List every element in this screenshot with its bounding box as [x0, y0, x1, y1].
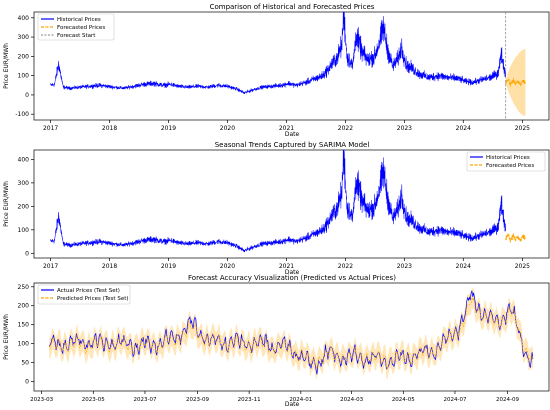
x-tick-label: 2022: [338, 263, 353, 270]
x-tick-label: 2023-05: [82, 397, 105, 403]
legend-label-forecast: Forecasted Prices: [486, 163, 534, 169]
legend-frame: [37, 13, 115, 41]
x-tick-label: 2024-07: [443, 397, 466, 403]
panel-3-y-ticks: 0 50 100 150 200 250: [18, 284, 34, 386]
legend-label-predicted: Predicted Prices (Test Set): [57, 296, 129, 302]
y-tick-label: 400: [18, 15, 30, 22]
y-tick-label: 0: [25, 250, 29, 257]
x-tick-label: 2024-03: [340, 397, 363, 403]
panel-3: Forecast Accuracy Visualization (Predict…: [3, 274, 550, 408]
legend-frame: [37, 284, 131, 305]
panel-3-frame: [33, 282, 550, 392]
panel-3-plot-area: [48, 286, 534, 381]
x-tick-label: 2018: [102, 263, 117, 270]
panel-1-xlabel: Date: [285, 131, 300, 138]
y-tick-label: 200: [18, 303, 30, 310]
x-tick-label: 2023: [397, 263, 412, 270]
panel-2-xlabel: Date: [285, 269, 300, 276]
x-tick-label: 2025: [515, 263, 530, 270]
x-tick-label: 2018: [102, 125, 117, 132]
panel-1: Comparison of Historical and Forecasted …: [3, 3, 550, 138]
x-tick-label: 2017: [43, 263, 58, 270]
historical-prices-line: [50, 149, 506, 253]
forecast-confidence-band: [505, 48, 526, 117]
y-tick-label: 300: [18, 34, 30, 41]
panel-2-x-ticks: 2017 2018 2019 2020 2021 2022 2023 2024 2025: [43, 258, 530, 270]
y-tick-label: 200: [18, 203, 30, 210]
x-tick-label: 2021: [279, 125, 294, 132]
panel-3-ylabel: Price EUR/MWh: [3, 314, 10, 360]
x-tick-label: 2024: [456, 125, 471, 132]
legend-label-historical: Historical Prices: [486, 155, 530, 161]
panel-1-frame: [33, 11, 550, 121]
y-tick-label: 100: [18, 341, 30, 348]
y-tick-label: 0: [25, 92, 29, 99]
x-tick-label: 2023-09: [186, 397, 209, 403]
panel-2-legend: Historical Prices Forecasted Prices: [466, 151, 546, 172]
y-tick-label: 400: [18, 156, 30, 163]
y-tick-label: 0: [25, 379, 29, 386]
x-tick-label: 2023-03: [30, 397, 53, 403]
forecasted-prices-line: [505, 232, 526, 243]
x-tick-label: 2025: [515, 125, 530, 132]
panel-1-legend: Historical Prices Forecasted Prices Fore…: [37, 13, 115, 41]
x-tick-label: 2019: [161, 125, 176, 132]
panel-1-title: Comparison of Historical and Forecasted …: [210, 3, 375, 11]
y-tick-label: 50: [21, 360, 29, 367]
panel-2-title: Seasonal Trends Captured by SARIMA Model: [215, 141, 370, 149]
x-tick-label: 2023-07: [133, 397, 156, 403]
panel-3-x-ticks: 2023-03 2023-05 2023-07 2023-09 2023-11 2024-…: [30, 391, 519, 403]
legend-label-forecast-start: Forecast Start: [57, 33, 96, 39]
panel-2: Seasonal Trends Captured by SARIMA Model…: [3, 141, 550, 276]
panel-3-legend: Actual Prices (Test Set) Predicted Price…: [37, 284, 131, 305]
x-tick-label: 2019: [161, 263, 176, 270]
y-tick-label: 150: [18, 322, 30, 329]
y-tick-label: 100: [18, 73, 30, 80]
historical-prices-line: [50, 11, 506, 95]
y-tick-label: 200: [18, 53, 30, 60]
x-tick-label: 2020: [220, 263, 235, 270]
panel-2-ylabel: Price EUR/MWh: [3, 181, 10, 227]
panel-2-plot-area: [50, 149, 526, 253]
panel-1-x-ticks: 2017 2018 2019 2020 2021 2022 2023 2024 2025: [43, 120, 530, 132]
x-tick-label: 2017: [43, 125, 58, 132]
legend-frame: [466, 151, 546, 172]
x-tick-label: 2023-11: [238, 397, 261, 403]
x-tick-label: 2024-09: [496, 397, 519, 403]
y-tick-label: 100: [18, 227, 30, 234]
x-tick-label: 2024-05: [392, 397, 415, 403]
legend-label-actual: Actual Prices (Test Set): [57, 288, 120, 294]
x-tick-label: 2022: [338, 125, 353, 132]
panel-2-y-ticks: 0 100 200 300 400: [18, 156, 34, 257]
legend-label-forecast: Forecasted Prices: [57, 25, 105, 31]
panel-1-plot-area: [50, 11, 526, 120]
panel-2-frame: [33, 149, 550, 259]
y-tick-label: -100: [15, 111, 29, 118]
predicted-prices-line: [48, 297, 534, 370]
x-tick-label: 2024-01: [289, 397, 312, 403]
y-tick-label: 250: [18, 284, 30, 291]
forecasted-prices-line: [505, 77, 526, 88]
x-tick-label: 2023: [397, 125, 412, 132]
x-tick-label: 2024: [456, 263, 471, 270]
legend-label-historical: Historical Prices: [57, 17, 101, 23]
prediction-interval-band: [49, 286, 533, 381]
panel-3-xlabel: Date: [285, 401, 300, 408]
x-tick-label: 2020: [220, 125, 235, 132]
panel-1-ylabel: Price EUR/MWh: [3, 43, 10, 89]
panel-1-y-ticks: -100 0 100 200 300 400: [15, 15, 34, 118]
panel-3-title: Forecast Accuracy Visualization (Predict…: [188, 274, 396, 282]
y-tick-label: 300: [18, 180, 30, 187]
x-tick-label: 2021: [279, 263, 294, 270]
